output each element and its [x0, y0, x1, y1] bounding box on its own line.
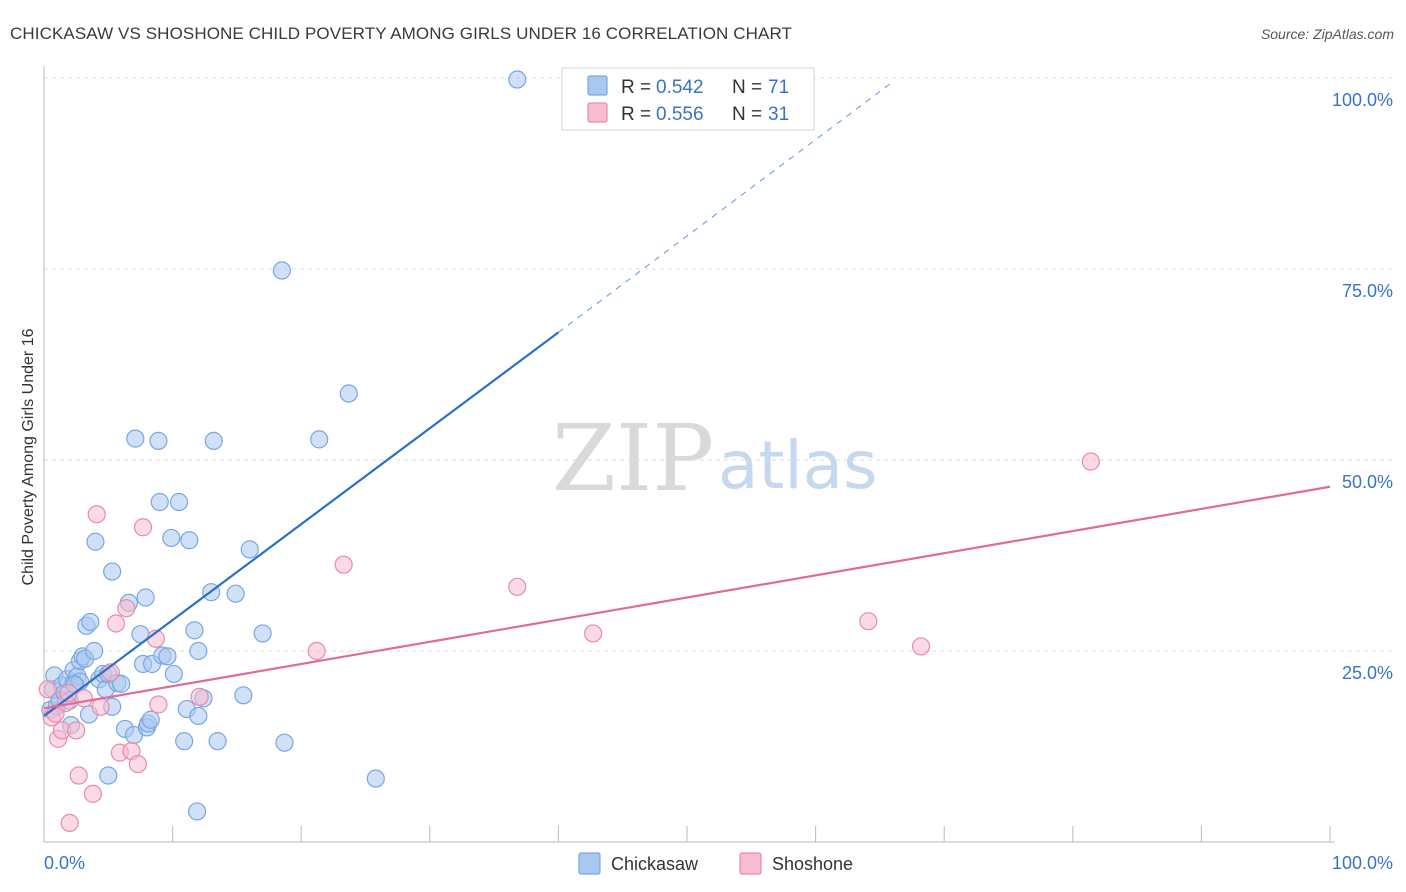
chickasaw-trend-line — [43, 331, 560, 717]
chickasaw-point — [187, 802, 207, 821]
chickasaw-point — [112, 674, 131, 693]
chickasaw-point — [508, 70, 527, 89]
chickasaw-point — [99, 766, 118, 785]
legend-swatch-shoshone — [587, 102, 608, 123]
legend-n-label-chickasaw: N = — [732, 77, 762, 98]
shoshone-point — [584, 624, 603, 643]
shoshone-point — [190, 687, 209, 706]
chickasaw-point — [169, 492, 189, 512]
chickasaw-point — [253, 624, 272, 643]
chickasaw-point — [149, 431, 168, 450]
shoshone-point — [67, 721, 86, 740]
chickasaw-point — [240, 540, 259, 559]
bottom-legend-label-chickasaw: Chickasaw — [611, 854, 699, 874]
chickasaw-point — [366, 769, 385, 788]
legend-r-value-chickasaw: 0.542 — [656, 77, 704, 98]
legend-swatch-chickasaw — [587, 75, 608, 96]
chickasaw-point — [86, 532, 105, 551]
shoshone-point — [38, 680, 57, 699]
legend-r-label-shoshone: R = — [621, 104, 651, 125]
shoshone-point — [128, 754, 147, 774]
chickasaw-point — [81, 612, 100, 632]
chickasaw-point — [189, 641, 208, 661]
bottom-legend-swatch-chickasaw — [578, 852, 601, 875]
y-tick-label-50: 50.0% — [1342, 472, 1393, 492]
chickasaw-point — [310, 430, 329, 449]
shoshone-point — [334, 555, 353, 574]
chickasaw-point — [275, 733, 294, 752]
chickasaw-point — [175, 732, 194, 751]
shoshone-trend-line — [43, 485, 1331, 710]
legend-n-value-chickasaw: 71 — [768, 77, 789, 98]
shoshone-point — [87, 505, 106, 524]
shoshone-point — [307, 641, 326, 661]
chickasaw-point — [185, 621, 204, 640]
shoshone-point — [59, 683, 78, 703]
chickasaw-point — [103, 562, 122, 581]
chickasaw-point — [141, 710, 160, 729]
x-tick-label-left: 0.0% — [44, 853, 85, 873]
chickasaw-point — [85, 641, 104, 661]
bottom-legend-swatch-shoshone — [739, 852, 762, 875]
shoshone-point — [149, 695, 168, 714]
chickasaw-point — [234, 686, 253, 705]
chickasaw-point — [204, 431, 223, 450]
legend-r-value-shoshone: 0.556 — [656, 104, 704, 125]
shoshone-point — [60, 813, 79, 833]
chickasaw-point — [272, 261, 292, 280]
legend-n-label-shoshone: N = — [732, 104, 762, 125]
shoshone-point — [911, 637, 931, 656]
shoshone-point — [508, 577, 527, 596]
chickasaw-trend-extension — [558, 81, 894, 333]
shoshone-point — [74, 689, 93, 708]
x-tick-label-right: 100.0% — [1332, 853, 1393, 873]
watermark-atlas: atlas — [718, 427, 878, 504]
shoshone-point — [91, 697, 110, 716]
y-tick-label-100: 100.0% — [1332, 90, 1393, 110]
trend-lines — [43, 81, 1331, 717]
chickasaw-point — [180, 531, 199, 550]
chickasaw-point — [164, 664, 183, 684]
y-tick-label-75: 75.0% — [1342, 281, 1393, 301]
chickasaw-point — [162, 528, 181, 548]
shoshone-point — [859, 612, 878, 631]
watermark-zip: ZIP — [552, 405, 714, 512]
chickasaw-point — [126, 429, 145, 448]
chickasaw-point — [136, 588, 155, 607]
legend-n-value-shoshone: 31 — [768, 104, 789, 125]
shoshone-point — [117, 599, 136, 618]
shoshone-point — [69, 766, 88, 785]
shoshone-point — [83, 784, 102, 803]
correlation-legend: R = 0.542 N = 71 R = 0.556 N = 31 — [561, 67, 815, 131]
chickasaw-point — [189, 706, 208, 726]
chickasaw-point — [226, 584, 245, 603]
chickasaw-point — [150, 492, 169, 512]
watermark: ZIP atlas — [552, 405, 878, 512]
y-axis-label: Child Poverty Among Girls Under 16 — [20, 328, 37, 585]
shoshone-point — [133, 518, 153, 537]
shoshone-point — [106, 614, 126, 633]
shoshone-point — [1081, 452, 1100, 471]
bottom-legend-label-shoshone: Shoshone — [772, 854, 853, 874]
chickasaw-point — [158, 647, 177, 666]
chickasaw-point — [339, 384, 358, 403]
chart-source: Source: ZipAtlas.com — [1261, 26, 1394, 42]
chickasaw-point — [208, 732, 227, 751]
chart-title: CHICKASAW VS SHOSHONE CHILD POVERTY AMON… — [10, 24, 792, 43]
series-legend: Chickasaw Shoshone — [578, 852, 853, 875]
legend-r-label-chickasaw: R = — [621, 77, 651, 98]
y-tick-label-25: 25.0% — [1342, 663, 1393, 683]
